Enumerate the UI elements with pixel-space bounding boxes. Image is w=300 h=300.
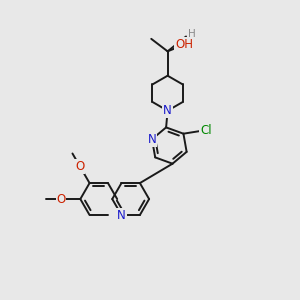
Text: Cl: Cl — [200, 124, 212, 136]
Text: O: O — [75, 160, 85, 173]
Text: N: N — [148, 133, 156, 146]
Text: O: O — [56, 193, 66, 206]
Text: OH: OH — [175, 38, 193, 51]
Text: N: N — [163, 104, 172, 117]
Text: H: H — [188, 28, 196, 38]
Text: N: N — [117, 208, 126, 221]
